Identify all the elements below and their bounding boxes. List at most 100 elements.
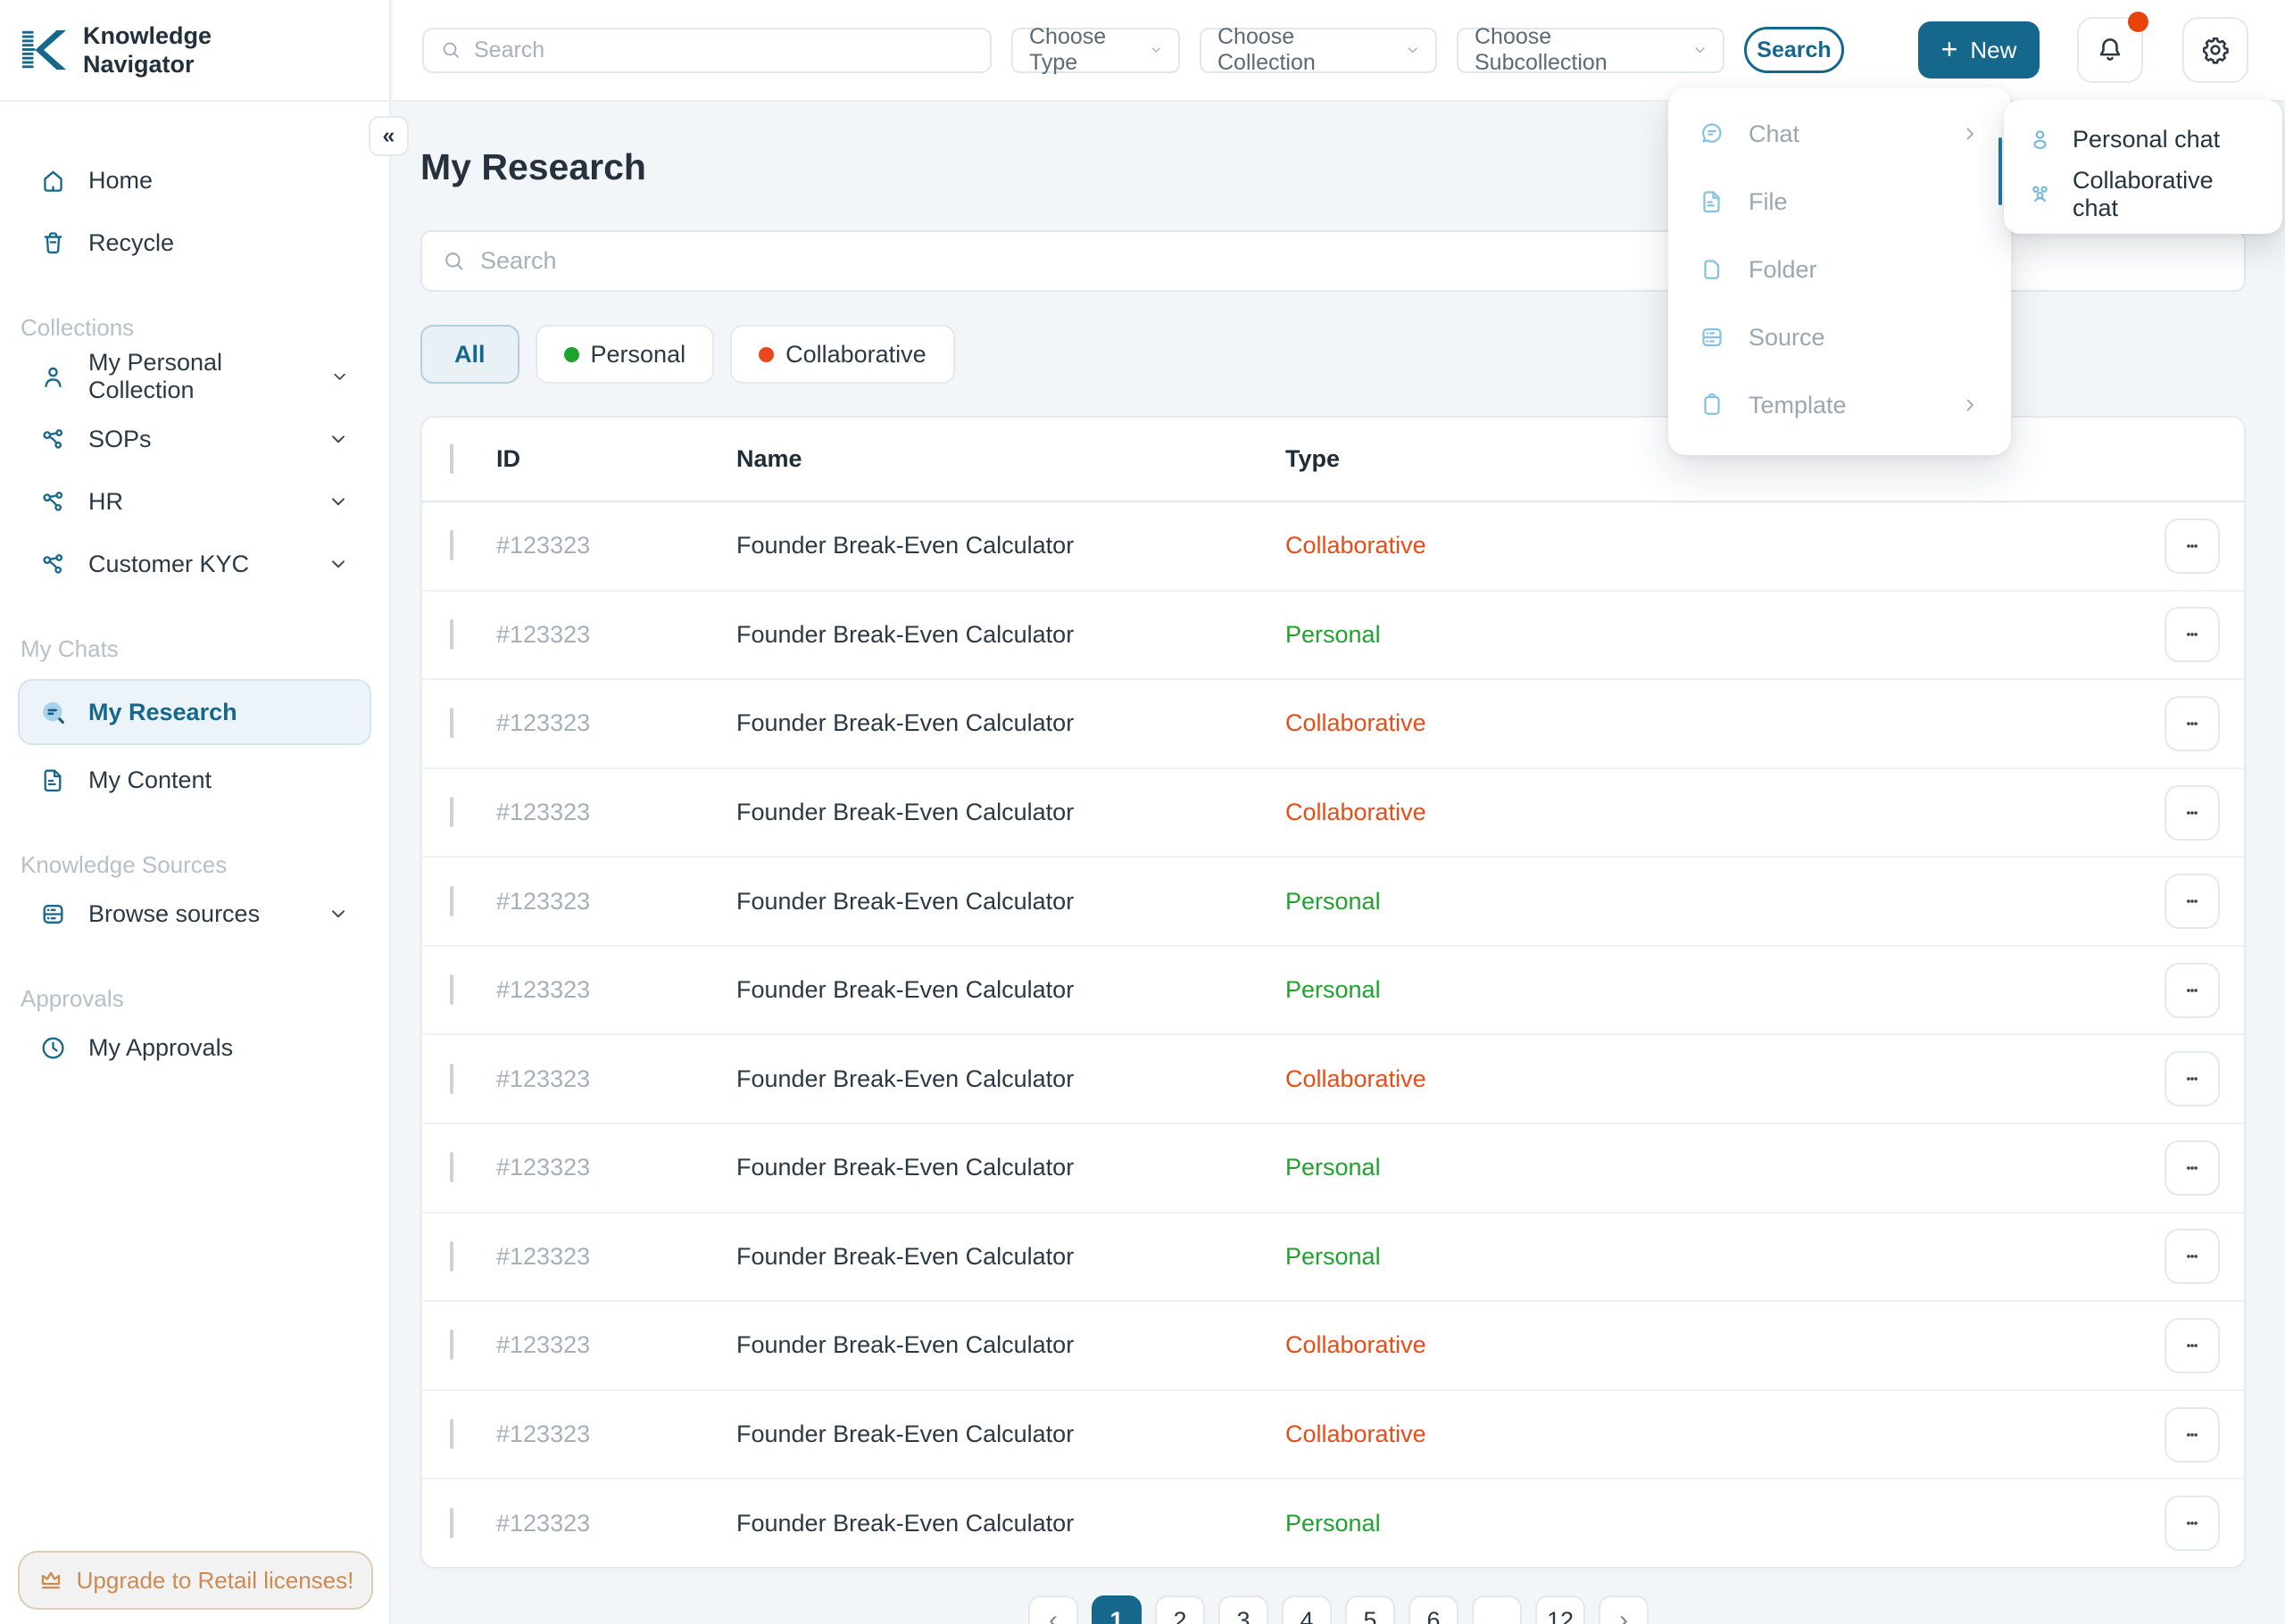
ellipsis-icon (2187, 1432, 2198, 1437)
row-checkbox[interactable] (450, 1419, 453, 1450)
new-button[interactable]: + New (1918, 21, 2040, 79)
sidebar-item-customer-kyc[interactable]: Customer KYC (0, 533, 389, 595)
menu-item-chat[interactable]: Chat (1668, 100, 2011, 168)
row-actions-button[interactable] (2165, 1317, 2220, 1373)
pagination-prev[interactable]: ‹ (1028, 1595, 1078, 1624)
pagination-page-12[interactable]: 12 (1535, 1595, 1585, 1624)
row-actions-button[interactable] (2165, 695, 2220, 751)
sidebar-collapse-button[interactable]: « (369, 116, 409, 156)
sidebar-item-home[interactable]: Home (0, 149, 389, 211)
sidebar-item-label: Browse sources (88, 899, 261, 927)
sidebar-item-sops[interactable]: SOPs (0, 408, 389, 470)
network-icon (39, 426, 67, 453)
submenu-item-personal-chat[interactable]: Personal chat (2004, 112, 2282, 167)
row-checkbox[interactable] (450, 974, 453, 1006)
pagination-page-2[interactable]: 2 (1155, 1595, 1205, 1624)
sidebar-item-browse-sources[interactable]: Browse sources (0, 882, 389, 945)
pagination-page-1[interactable]: 1 (1092, 1595, 1142, 1624)
choose-subcollection-select[interactable]: Choose Subcollection (1457, 24, 1724, 75)
ellipsis-icon (2187, 1166, 2198, 1170)
row-actions-button[interactable] (2165, 874, 2220, 930)
global-search[interactable] (422, 27, 992, 73)
pagination-next[interactable]: › (1599, 1595, 1649, 1624)
row-type: Collaborative (1285, 1331, 1426, 1359)
sidebar-item-label: My Approvals (88, 1033, 234, 1061)
row-actions-button[interactable] (2165, 607, 2220, 663)
plus-icon: + (1940, 32, 1958, 65)
row-checkbox[interactable] (450, 885, 453, 916)
chevron-down-icon (327, 902, 350, 925)
chip-label: Collaborative (785, 340, 926, 368)
row-checkbox[interactable] (450, 708, 453, 739)
row-id: #123323 (496, 976, 591, 1004)
menu-scrollbar[interactable] (1998, 137, 2002, 205)
row-actions-button[interactable] (2165, 1229, 2220, 1285)
search-icon (440, 39, 461, 61)
menu-item-source[interactable]: Source (1668, 303, 2011, 371)
status-dot (563, 346, 579, 362)
menu-item-label: Folder (1749, 255, 1817, 283)
settings-button[interactable] (2182, 17, 2248, 83)
choose-type-select[interactable]: Choose Type (1011, 24, 1180, 75)
chevron-down-icon (1404, 41, 1421, 59)
select-all-checkbox[interactable] (450, 443, 453, 474)
app-title: Knowledge Navigator (83, 21, 212, 79)
sidebar-item-my-research[interactable]: My Research (18, 679, 371, 745)
pagination-page-6[interactable]: 6 (1408, 1595, 1458, 1624)
sidebar-item-hr[interactable]: HR (0, 470, 389, 533)
person-icon (39, 363, 67, 391)
search-button[interactable]: Search (1744, 27, 1844, 73)
pagination-page-4[interactable]: 4 (1282, 1595, 1332, 1624)
row-actions-button[interactable] (2165, 784, 2220, 841)
sidebar-item-my-personal-collection[interactable]: My Personal Collection (0, 345, 389, 408)
filter-chip-all[interactable]: All (420, 325, 519, 384)
row-type: Personal (1285, 1242, 1381, 1270)
crown-icon (37, 1567, 64, 1594)
menu-item-template[interactable]: Template (1668, 371, 2011, 439)
pagination-page-3[interactable]: 3 (1218, 1595, 1268, 1624)
row-actions-button[interactable] (2165, 518, 2220, 574)
menu-item-folder[interactable]: Folder (1668, 236, 2011, 303)
section-label: Collections (21, 313, 135, 341)
row-checkbox[interactable] (450, 1240, 453, 1272)
sidebar-item-my-content[interactable]: My Content (0, 749, 389, 811)
chip-label: All (454, 340, 486, 368)
row-actions-button[interactable] (2165, 1406, 2220, 1462)
row-actions-button[interactable] (2165, 1139, 2220, 1196)
row-actions-button[interactable] (2165, 1496, 2220, 1552)
chevron-down-icon (1691, 41, 1708, 59)
file-icon (39, 766, 67, 794)
table-row: #123323 Founder Break-Even Calculator Pers… (422, 944, 2244, 1034)
chevron-down-icon (327, 427, 350, 451)
row-id: #123323 (496, 620, 591, 648)
choose-collection-select[interactable]: Choose Collection (1200, 24, 1437, 75)
submenu-item-collaborative-chat[interactable]: Collaborative chat (2004, 167, 2282, 221)
pagination: ‹ 1 2 3 4 5 6… 12 › (1028, 1595, 1649, 1624)
pagination-page-5[interactable]: 5 (1345, 1595, 1395, 1624)
notifications-button[interactable] (2077, 12, 2148, 83)
app-logo: Knowledge Navigator (0, 0, 389, 102)
table-row: #123323 Founder Break-Even Calculator Pers… (422, 1478, 2244, 1567)
row-checkbox[interactable] (450, 1063, 453, 1094)
row-actions-button[interactable] (2165, 1051, 2220, 1107)
sidebar-item-my-approvals[interactable]: My Approvals (0, 1016, 389, 1079)
table-row: #123323 Founder Break-Even Calculator Pers… (422, 1211, 2244, 1301)
row-checkbox[interactable] (450, 1152, 453, 1183)
row-checkbox[interactable] (450, 1507, 453, 1538)
filter-chip-personal[interactable]: Personal (535, 325, 715, 384)
upgrade-button[interactable]: Upgrade to Retail licenses! (18, 1551, 373, 1610)
row-checkbox[interactable] (450, 530, 453, 561)
section-label: Approvals (21, 984, 124, 1012)
pagination-ellipsis[interactable]: … (1472, 1595, 1522, 1624)
row-checkbox[interactable] (450, 1330, 453, 1361)
row-checkbox[interactable] (450, 797, 453, 828)
global-search-input[interactable] (474, 37, 974, 63)
row-id: #123323 (496, 1509, 591, 1537)
row-checkbox[interactable] (450, 618, 453, 650)
filter-chip-collaborative[interactable]: Collaborative (730, 325, 955, 384)
sidebar-item-recycle[interactable]: Recycle (0, 211, 389, 274)
row-name: Founder Break-Even Calculator (736, 1065, 1075, 1092)
row-id: #123323 (496, 1331, 591, 1359)
row-actions-button[interactable] (2165, 962, 2220, 1018)
menu-item-file[interactable]: File (1668, 168, 2011, 236)
